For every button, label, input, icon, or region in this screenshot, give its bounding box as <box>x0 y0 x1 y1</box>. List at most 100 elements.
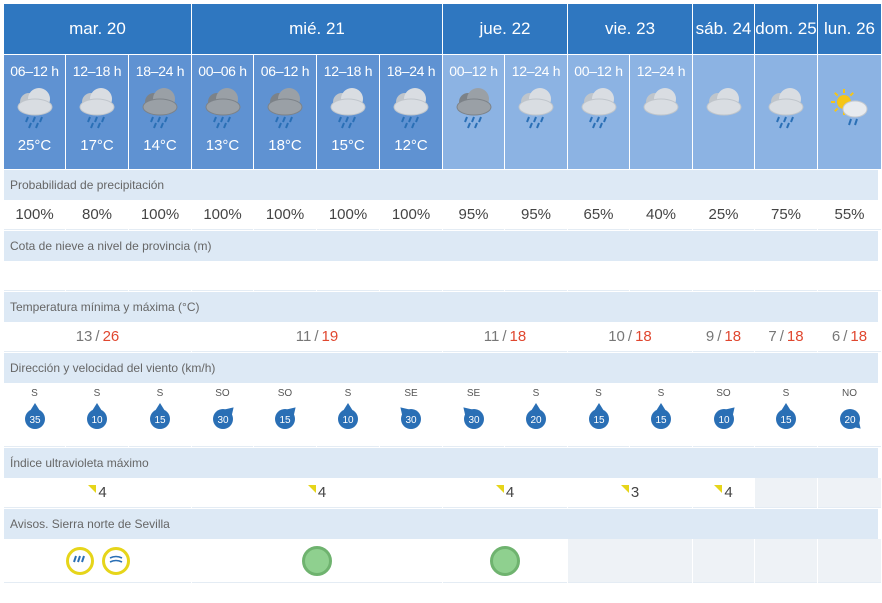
period-label: 18–24 h <box>135 63 185 79</box>
max-temp: 26 <box>102 328 120 345</box>
period-temp: 12°C <box>394 137 428 154</box>
wind-direction: SE <box>404 388 418 399</box>
rain-cloud-icon <box>12 85 58 131</box>
wind-badge-icon: 15 <box>150 403 170 429</box>
temp-separator: / <box>95 328 100 345</box>
wind-speed: 35 <box>29 415 41 426</box>
uv-value: 4 <box>317 484 327 501</box>
period-cell: 12–24 h <box>505 55 567 169</box>
wind-badge-icon: 20 <box>839 409 861 429</box>
rain-warning-icon[interactable] <box>65 546 94 575</box>
snow-row <box>4 261 881 291</box>
period-label: 18–24 h <box>386 63 436 79</box>
no-warning-icon[interactable] <box>302 545 332 576</box>
wind-warning-icon[interactable] <box>101 546 130 575</box>
snow-value <box>505 261 567 291</box>
wind-direction: SO <box>215 388 230 399</box>
wind-badge-icon: 35 <box>24 403 45 429</box>
snow-value <box>755 261 817 291</box>
snow-value <box>818 261 881 291</box>
period-cell <box>755 55 817 169</box>
period-cell: 00–12 h <box>443 55 504 169</box>
wind-badge-icon: 15 <box>588 403 609 429</box>
uv-cell: 4 <box>192 478 442 508</box>
min-temp: 11 <box>295 328 312 345</box>
temp-separator: / <box>843 328 848 345</box>
precip-value: 100% <box>129 200 191 230</box>
max-temp: 18 <box>724 328 742 345</box>
wind-section-label: Dirección y velocidad del viento (km/h) <box>4 353 878 383</box>
day-header: dom. 25 <box>755 4 817 54</box>
snow-value <box>630 261 692 291</box>
precip-row: 100% 80% 100% 100% 100% 100% 100% 95% 95% 65% 40% 2… <box>4 200 881 230</box>
warning-cell <box>755 539 817 583</box>
minmax-cell: 6/18 <box>818 322 881 352</box>
minmax-cell: 9/18 <box>693 322 754 352</box>
snow-value <box>254 261 316 291</box>
minmax-cell: 11/18 <box>443 322 567 352</box>
uv-value-wrap: 3 <box>620 484 640 501</box>
period-label: 06–12 h <box>260 63 310 79</box>
snow-value <box>129 261 191 291</box>
precip-section-label: Probabilidad de precipitación <box>4 170 878 200</box>
wind-cell: S 15 <box>755 383 817 447</box>
period-label: 06–12 h <box>10 63 59 79</box>
wind-badge-icon: 30 <box>400 407 421 429</box>
minmax-cell: 10/18 <box>568 322 692 352</box>
period-cell: 12–24 h <box>630 55 692 169</box>
uv-value: 4 <box>505 484 515 501</box>
precip-value: 75% <box>755 200 817 230</box>
rain-cloud-icon <box>513 85 559 131</box>
wind-speed: 30 <box>468 415 480 426</box>
max-temp: 19 <box>321 328 339 345</box>
wind-speed: 30 <box>405 415 417 426</box>
cloud-icon <box>638 85 684 131</box>
wind-badge-icon: 30 <box>462 407 484 429</box>
wind-badge-icon: 15 <box>651 403 671 429</box>
warning-cell <box>818 539 881 583</box>
wind-speed: 15 <box>279 415 291 426</box>
wind-badge-icon: 15 <box>275 407 296 429</box>
uv-value: 3 <box>630 484 640 501</box>
period-cell: 18–24 h 14°C <box>129 55 191 169</box>
precip-value: 95% <box>443 200 504 230</box>
period-label: 00–12 h <box>449 63 498 79</box>
snow-value <box>568 261 629 291</box>
day-header: mié. 21 <box>192 4 442 54</box>
wind-direction: SO <box>277 388 293 399</box>
wind-speed: 10 <box>91 415 103 426</box>
wind-direction: SO <box>716 388 731 399</box>
no-warning-icon[interactable] <box>490 545 520 576</box>
warning-cell <box>568 539 692 583</box>
wind-badge-icon: 20 <box>526 403 546 429</box>
wind-cell: S 10 <box>317 383 379 447</box>
wind-cell: S 35 <box>4 383 65 447</box>
uv-cell: 3 <box>568 478 692 508</box>
warn-row <box>4 539 881 583</box>
wind-speed: 20 <box>844 415 856 426</box>
dark-rain-cloud-icon <box>451 85 497 131</box>
temp-separator: / <box>627 328 633 345</box>
period-temp: 15°C <box>331 137 365 154</box>
dark-rain-cloud-icon <box>200 85 246 131</box>
period-label: 12–18 h <box>72 63 122 79</box>
day-header: sáb. 24 <box>693 4 754 54</box>
wind-cell: SE 30 <box>443 383 504 447</box>
period-row: 06–12 h 25°C 12–18 h 17°C 18–24 h 14°C 00–06 h… <box>4 55 881 169</box>
temp-section-label: Temperatura mínima y máxima (°C) <box>4 292 878 322</box>
rain-cloud-icon <box>763 85 809 131</box>
wind-direction: S <box>532 388 540 399</box>
wind-direction: NO <box>842 388 857 399</box>
day-header: lun. 26 <box>818 4 881 54</box>
period-temp: 14°C <box>143 137 177 154</box>
snow-value <box>66 261 128 291</box>
uv-value: 4 <box>724 484 733 501</box>
precip-value: 65% <box>568 200 629 230</box>
wind-cell: SO 15 <box>254 383 316 447</box>
uv-cell: 4 <box>443 478 567 508</box>
wind-cell: S 15 <box>630 383 692 447</box>
wind-badge-icon: 30 <box>212 407 234 429</box>
period-temp: 25°C <box>17 137 52 154</box>
wind-badge-icon: 10 <box>87 403 107 429</box>
snow-section-label: Cota de nieve a nivel de provincia (m) <box>4 231 878 261</box>
